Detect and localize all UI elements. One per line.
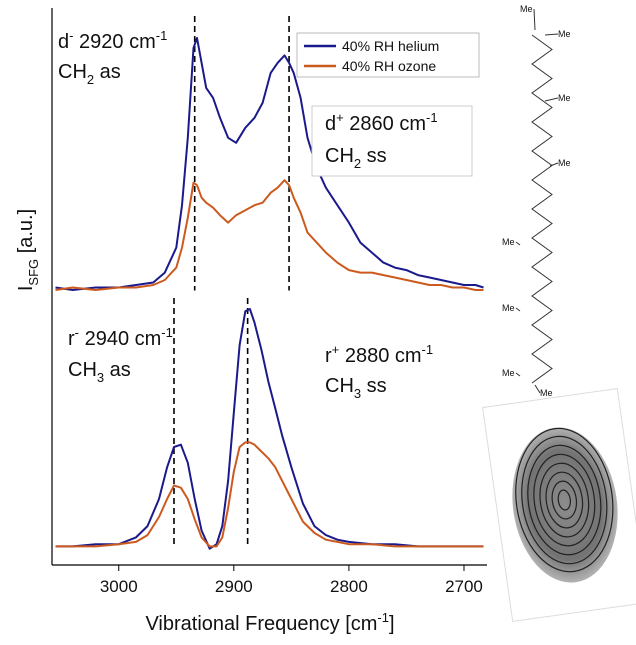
annotation-part: 2860 cm <box>344 113 426 135</box>
annotation-part: as <box>104 359 131 381</box>
legend-label: 40% RH ozone <box>342 58 436 74</box>
bond <box>534 384 541 394</box>
y-axis-label-part: [a.u.] <box>15 209 37 259</box>
annotation-part: CH <box>325 375 354 397</box>
annotation-part: -1 <box>161 325 173 340</box>
chain <box>531 34 553 384</box>
annotation-part: 2940 cm <box>79 328 161 350</box>
annotation-part: 2880 cm <box>339 345 421 367</box>
x-tick-label: 2800 <box>330 577 368 596</box>
annotation-part: 2920 cm <box>73 31 155 53</box>
spectrum-line <box>55 179 484 291</box>
legend-box <box>296 32 480 78</box>
methyl-label: Me <box>558 158 571 168</box>
bond <box>544 33 559 36</box>
annotation: CH2 ss <box>325 145 387 171</box>
x-axis-label-part: ] <box>389 613 395 635</box>
spectrum-line <box>55 441 484 548</box>
legend: 40% RH helium 40% RH ozone <box>296 32 480 78</box>
methyl-label: Me <box>558 93 571 103</box>
bond <box>515 372 521 377</box>
y-axis-label-part: I <box>15 286 37 292</box>
annotation: r- 2940 cm-1 <box>68 325 173 350</box>
spectrum-line <box>55 37 484 291</box>
annotation-part: 2 <box>87 72 94 87</box>
annotation-part: CH <box>58 61 87 83</box>
methyl-label: Me <box>502 237 515 247</box>
annotation-part: - <box>69 28 73 43</box>
x-tick-label: 2900 <box>215 577 253 596</box>
annotation-part: + <box>332 342 340 357</box>
methyl-label: Me <box>558 29 571 39</box>
annotation: d+ 2860 cm-1 <box>325 110 438 135</box>
x-axis-label-part: -1 <box>377 610 389 625</box>
fingerprint <box>482 388 636 622</box>
x-axis-label: Vibrational Frequency [cm-1] <box>145 610 394 635</box>
annotation-part: -1 <box>422 342 434 357</box>
annotation-part: r <box>325 345 332 367</box>
annotation-part: CH <box>325 145 354 167</box>
methyl-label: Me <box>502 303 515 313</box>
annotation: CH3 ss <box>325 375 387 401</box>
annotation-part: ss <box>361 375 387 397</box>
bond <box>533 8 536 31</box>
molecule: Me Me Me Me Me Me Me Me <box>502 4 571 398</box>
bond <box>549 162 559 167</box>
annotation-part: + <box>336 110 344 125</box>
methyl-label: Me <box>540 388 553 398</box>
annotation-part: - <box>75 325 79 340</box>
legend-label: 40% RH helium <box>342 38 439 54</box>
annotation-part: d <box>325 113 336 135</box>
spectrum-line <box>55 308 484 550</box>
annotation-part: CH <box>68 359 97 381</box>
bond <box>544 97 559 102</box>
annotation-part: r <box>68 328 75 350</box>
x-tick-label: 2700 <box>445 577 483 596</box>
annotation-box <box>311 105 473 177</box>
annotation-part: ss <box>361 145 387 167</box>
annotation: d- 2920 cm-1 <box>58 28 167 53</box>
annotation: CH2 as <box>58 61 121 87</box>
annotation-part: as <box>94 61 121 83</box>
bond <box>515 241 521 246</box>
annotation-part: -1 <box>156 28 168 43</box>
x-tick-label: 3000 <box>100 577 138 596</box>
annotation-part: -1 <box>426 110 438 125</box>
methyl-label: Me <box>520 4 533 14</box>
annotation-part: 3 <box>97 370 104 385</box>
annotation-part: 2 <box>354 156 361 171</box>
bond <box>515 307 521 312</box>
y-axis-label-part: SFG <box>26 259 41 286</box>
annotation: CH3 as <box>68 359 131 385</box>
y-axis-label: ISFG [a.u.] <box>15 209 41 291</box>
x-axis-label-part: Vibrational Frequency [cm <box>145 613 377 635</box>
annotation: r+ 2880 cm-1 <box>325 342 433 367</box>
methyl-label: Me <box>502 368 515 378</box>
annotation-part: 3 <box>354 386 361 401</box>
annotation-part: d <box>58 31 69 53</box>
